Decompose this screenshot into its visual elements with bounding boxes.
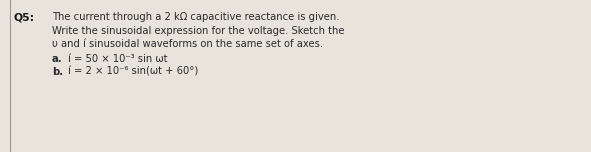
Text: The current through a 2 kΩ capacitive reactance is given.: The current through a 2 kΩ capacitive re…	[52, 12, 339, 22]
Text: a.: a.	[52, 54, 63, 64]
Text: í = 2 × 10⁻⁶ sin(ωt + 60°): í = 2 × 10⁻⁶ sin(ωt + 60°)	[68, 67, 198, 77]
Text: í = 50 × 10⁻³ sin ωt: í = 50 × 10⁻³ sin ωt	[68, 54, 167, 64]
Text: Q5:: Q5:	[14, 12, 35, 22]
Text: Write the sinusoidal expression for the voltage. Sketch the: Write the sinusoidal expression for the …	[52, 26, 345, 36]
Text: υ and í sinusoidal waveforms on the same set of axes.: υ and í sinusoidal waveforms on the same…	[52, 39, 323, 49]
Text: b.: b.	[52, 67, 63, 77]
